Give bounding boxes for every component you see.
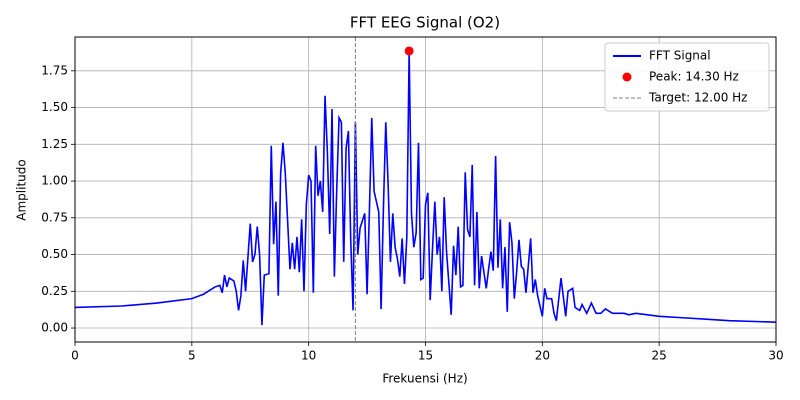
x-tick-label: 10: [301, 349, 316, 363]
x-tick-label: 20: [535, 349, 550, 363]
x-tick-label: 0: [71, 349, 79, 363]
y-tick-label: 1.00: [41, 174, 68, 188]
chart-title: FFT EEG Signal (O2): [350, 14, 500, 32]
x-axis-label: Frekuensi (Hz): [382, 372, 467, 386]
x-tick-label: 25: [652, 349, 667, 363]
x-tick-label: 30: [768, 349, 783, 363]
x-tick-label: 5: [188, 349, 196, 363]
legend-label: Peak: 14.30 Hz: [649, 70, 739, 84]
y-tick-label: 0.25: [41, 284, 68, 298]
y-tick-label: 0.50: [41, 247, 68, 261]
legend-label: Target: 12.00 Hz: [648, 91, 747, 105]
y-tick-label: 0.75: [41, 210, 68, 224]
peak-point: [404, 46, 414, 56]
y-axis-label: Amplitudo: [15, 159, 29, 220]
y-tick-label: 0.00: [41, 321, 68, 335]
fft-line: [74, 50, 777, 326]
y-tick-label: 1.75: [41, 63, 68, 77]
legend-box: [604, 42, 770, 112]
y-tick-label: 1.50: [41, 100, 68, 114]
legend: FFT Signal Peak: 14.30 Hz Target: 12.00 Hz: [604, 42, 770, 112]
y-tick-label: 1.25: [41, 137, 68, 151]
x-tick-label: 15: [418, 349, 433, 363]
legend-swatch: [622, 72, 632, 82]
plot-frame: [74, 36, 777, 343]
legend-label: FFT Signal: [649, 49, 711, 63]
